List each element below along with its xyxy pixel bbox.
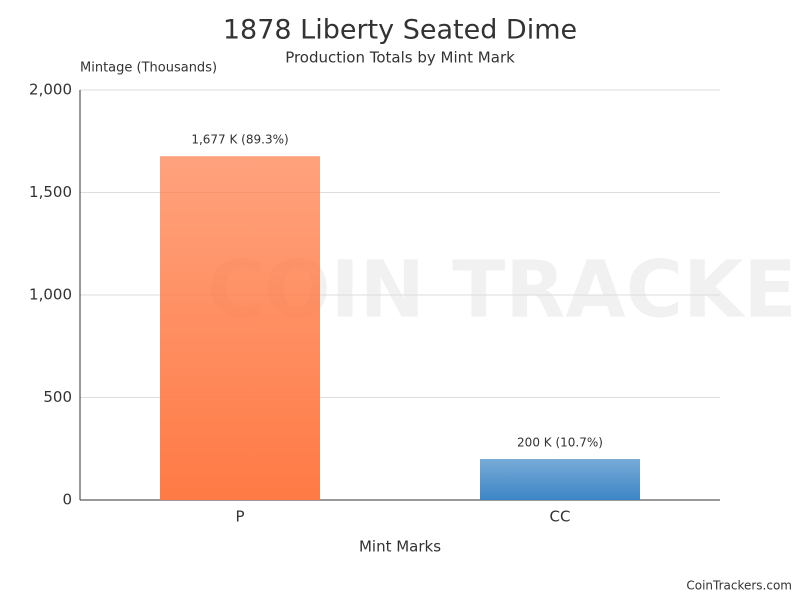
value-label: 1,677 K (89.3%) [191, 133, 288, 147]
value-label: 200 K (10.7%) [517, 436, 603, 450]
x-tick-label: CC [550, 508, 571, 526]
y-axis-title: Mintage (Thousands) [80, 61, 217, 76]
y-tick-label: 1,000 [29, 286, 72, 304]
y-tick-label: 1,500 [29, 183, 72, 201]
chart-title: 1878 Liberty Seated Dime [223, 15, 577, 46]
credit: CoinTrackers.com [686, 579, 792, 593]
x-tick-label: P [235, 508, 244, 526]
chart-subtitle: Production Totals by Mint Mark [285, 49, 515, 67]
x-axis-title: Mint Marks [359, 538, 441, 556]
bar [480, 459, 640, 500]
y-tick-label: 0 [62, 491, 72, 509]
bar [160, 156, 320, 500]
y-tick-label: 2,000 [29, 81, 72, 99]
y-tick-label: 500 [43, 388, 72, 406]
